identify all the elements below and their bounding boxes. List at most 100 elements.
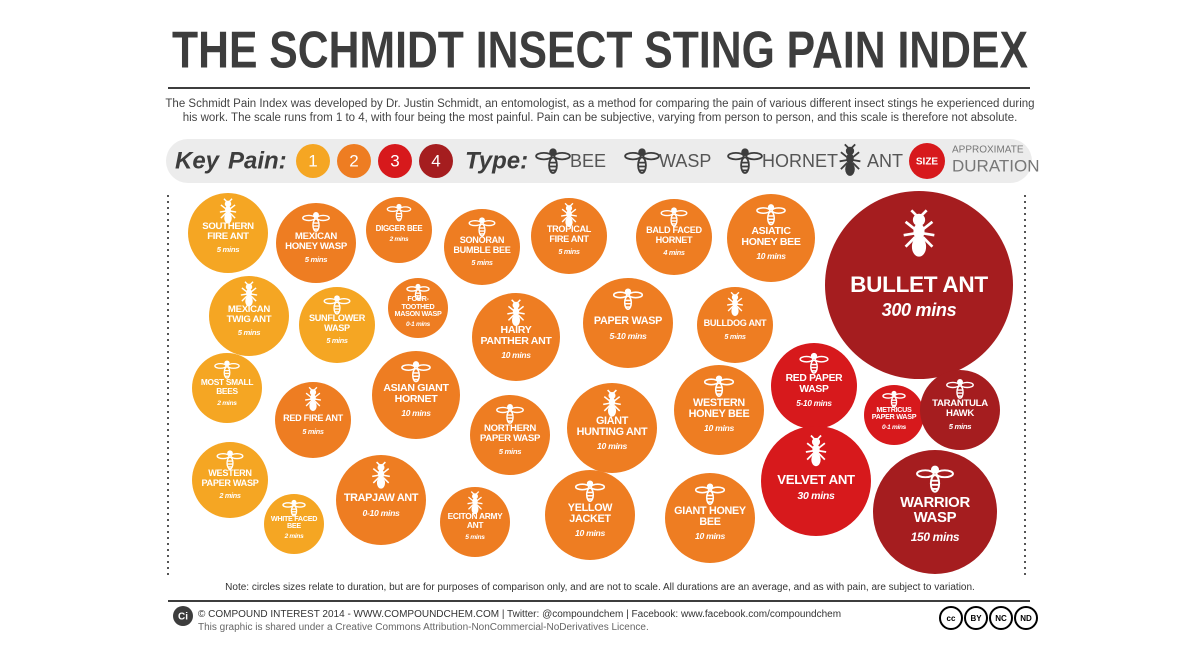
insect-name: WHITE FACED BEE [270,513,318,531]
icon-part [913,223,925,240]
icon-part [496,406,510,414]
insect-icon [219,198,237,224]
icon-part [628,291,644,299]
type-label: ANT [867,151,903,171]
duration: 0-1 mins [406,320,430,328]
duration: 10 mins [703,423,735,434]
insect-icon [612,288,644,311]
icon-part [935,469,954,479]
insect-icon [603,389,621,417]
icon-part [719,378,735,386]
icon-part [624,288,632,295]
insect-circle [372,351,460,439]
insect-circle [873,450,997,574]
insect-name: BULLET ANT [850,272,988,298]
type-label: BEE [570,151,606,171]
size-swatch [909,143,945,179]
icon-part [246,288,252,298]
insect-label: DIGGER BEE 2 mins [371,218,427,249]
license-badge [989,606,1013,630]
icon-part [771,207,786,215]
icon-part [911,236,927,257]
icon-part [671,207,677,214]
icon-part [930,479,940,490]
insect-label: WESTERN PAPER WASP 2 mins [198,467,263,503]
duration: 10 mins [596,441,628,452]
insect-icon [216,450,244,470]
insect-label: BULLET ANT 300 mins [839,252,999,341]
insect-label: RED FIRE ANT 5 mins [281,407,346,443]
icon-part [732,298,738,308]
title: THE SCHMIDT INSECT STING PAIN INDEX [172,22,1028,80]
icon-part [714,382,724,398]
icon-part [715,386,723,395]
icon-part [468,220,482,227]
icon-part [214,362,227,369]
icon-part [548,156,558,174]
duration: 5-10 mins [796,398,832,408]
license-badge [964,606,988,630]
size-label: SIZE [916,157,939,168]
icon-part [223,366,231,379]
duration: 5 mins [948,422,972,432]
insect-circle [366,197,432,263]
insect-icon [372,461,390,489]
pain-level: 1 [308,151,317,170]
insect-icon [839,143,861,176]
insect-name: RED PAPER WASP [785,373,843,396]
insect-label: VELVET ANT 30 mins [769,462,863,514]
insect-circle [470,395,550,475]
icon-part [245,283,253,291]
duration: 10 mins [574,528,606,539]
insect-circle [674,365,764,455]
insect-label: FOUR-TOOTHED MASON WASP 0-1 mins [393,295,444,328]
icon-part [642,151,660,161]
icon-part [506,414,514,422]
duration: 5 mins [237,328,261,338]
duration: 2 mins [219,491,241,501]
duration: 2 mins [284,532,304,540]
icon-part [372,461,390,484]
icon-part [670,213,678,227]
insect-circle [727,194,815,282]
insect-name: MEXICAN TWIG ANT [226,303,272,325]
icon-part [891,399,897,406]
icon-part [767,215,775,224]
icon-part [766,210,776,226]
duration: 5 mins [302,426,324,436]
size-caption: DURATION [952,156,1040,175]
note: Note: circles sizes relate to duration, … [225,582,975,593]
icon-part [745,151,763,161]
insect-label: NORTHERN PAPER WASP 5 mins [476,421,544,459]
insect-label: HAIRY PANTHER ANT 10 mins [479,322,554,364]
icon-part [956,385,964,399]
insect-label: GIANT HUNTING ANT 10 mins [574,412,651,455]
insect-circle [299,287,375,363]
icon-part [224,369,230,377]
icon-part [624,299,632,308]
insect-circle [825,191,1013,379]
icon-part [706,483,714,490]
icon-part [811,437,821,446]
icon-part [812,444,820,455]
duration: 5 mins [216,245,240,255]
icon-part [395,209,403,222]
icon-part [845,162,855,176]
duration: 5 mins [304,255,328,265]
duration: 0-1 mins [882,423,906,431]
icon-part [810,363,818,372]
icon-part [603,389,621,412]
icon-part [472,497,478,506]
duration: 2 mins [217,399,237,407]
insect-name: MOST SMALL BEES [200,377,254,396]
pain-level: 3 [390,151,399,170]
icon-part [227,362,240,369]
icon-part [216,453,230,460]
description: The Schmidt Pain Index was developed by … [165,98,1035,124]
icon-part [624,151,642,161]
icon-part [565,205,573,212]
icon-part [406,286,418,292]
icon-part [219,198,237,219]
icon-part [810,359,818,374]
